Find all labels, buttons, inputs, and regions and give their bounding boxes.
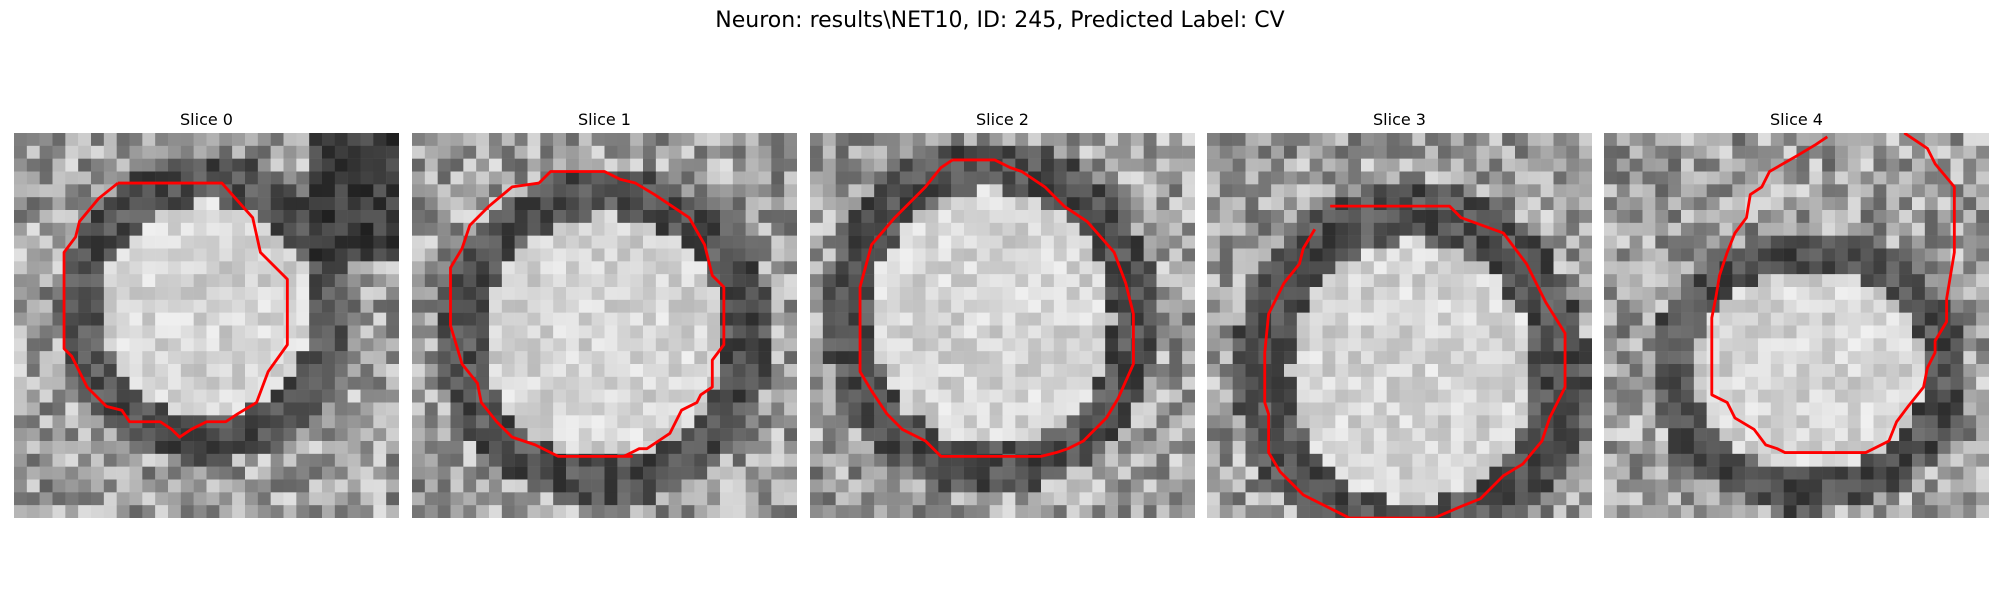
slice-panel-4: Slice 4 <box>1604 107 1989 518</box>
contour-outline-2 <box>858 158 1135 458</box>
slice-image-3 <box>1207 133 1592 518</box>
slice-title-4: Slice 4 <box>1770 110 1823 129</box>
slice-panel-2: Slice 2 <box>810 107 1195 518</box>
slice-title-2: Slice 2 <box>976 110 1029 129</box>
slice-image-0 <box>14 133 399 518</box>
contour-outline-4 <box>1710 133 1956 454</box>
slice-panel-1: Slice 1 <box>412 107 797 518</box>
slice-title-3: Slice 3 <box>1373 110 1426 129</box>
slice-image-2 <box>810 133 1195 518</box>
slice-image-4 <box>1604 133 1989 518</box>
contour-outline-0 <box>62 181 289 439</box>
slice-title-0: Slice 0 <box>180 110 233 129</box>
slice-panel-3: Slice 3 <box>1207 107 1592 518</box>
slice-panel-0: Slice 0 <box>14 107 399 518</box>
contour-outline-1 <box>449 170 726 458</box>
contour-outline-3 <box>1263 204 1567 518</box>
slice-image-1 <box>412 133 797 518</box>
figure-title: Neuron: results\NET10, ID: 245, Predicte… <box>715 8 1285 33</box>
slice-title-1: Slice 1 <box>578 110 631 129</box>
